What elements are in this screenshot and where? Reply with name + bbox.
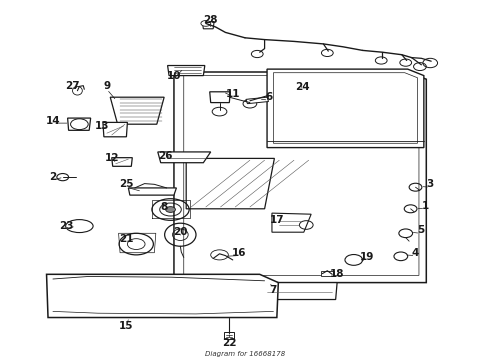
Text: 7: 7	[270, 285, 277, 295]
Text: 5: 5	[417, 225, 424, 235]
Text: Diagram for 16668178: Diagram for 16668178	[205, 351, 285, 356]
Text: 17: 17	[270, 215, 284, 225]
Polygon shape	[158, 152, 211, 163]
Polygon shape	[224, 332, 234, 339]
Text: 26: 26	[158, 150, 173, 161]
Text: 9: 9	[103, 81, 110, 91]
Text: 25: 25	[119, 179, 134, 189]
Polygon shape	[174, 72, 426, 283]
Text: 6: 6	[265, 92, 272, 102]
Text: 15: 15	[119, 321, 134, 331]
Text: 1: 1	[422, 201, 429, 211]
Text: 20: 20	[173, 227, 188, 237]
Polygon shape	[128, 188, 176, 195]
Text: 14: 14	[46, 116, 60, 126]
Polygon shape	[272, 213, 311, 232]
Polygon shape	[267, 69, 424, 148]
Text: 28: 28	[203, 15, 218, 25]
Text: 18: 18	[330, 269, 344, 279]
Text: 2: 2	[49, 172, 56, 182]
Ellipse shape	[73, 86, 82, 95]
Text: 10: 10	[167, 71, 181, 81]
Polygon shape	[261, 283, 337, 300]
Polygon shape	[186, 158, 274, 209]
Polygon shape	[246, 97, 269, 104]
Text: 23: 23	[59, 221, 74, 231]
Polygon shape	[112, 158, 132, 166]
Text: 8: 8	[161, 202, 168, 212]
Polygon shape	[103, 122, 127, 137]
Text: 13: 13	[95, 121, 109, 131]
Text: 12: 12	[104, 153, 119, 163]
Text: 16: 16	[232, 248, 246, 258]
Polygon shape	[210, 92, 230, 103]
Text: 22: 22	[222, 338, 237, 348]
Text: 24: 24	[295, 82, 310, 92]
Polygon shape	[47, 274, 278, 318]
Text: 11: 11	[225, 89, 240, 99]
Polygon shape	[110, 97, 164, 124]
Polygon shape	[202, 22, 214, 29]
Text: 3: 3	[427, 179, 434, 189]
Polygon shape	[168, 66, 205, 76]
Ellipse shape	[201, 21, 211, 26]
Text: 4: 4	[412, 248, 419, 258]
Text: 27: 27	[65, 81, 80, 91]
Polygon shape	[321, 271, 334, 276]
Polygon shape	[68, 118, 91, 130]
Ellipse shape	[166, 207, 175, 212]
Text: 19: 19	[359, 252, 374, 262]
Text: 21: 21	[119, 234, 134, 244]
